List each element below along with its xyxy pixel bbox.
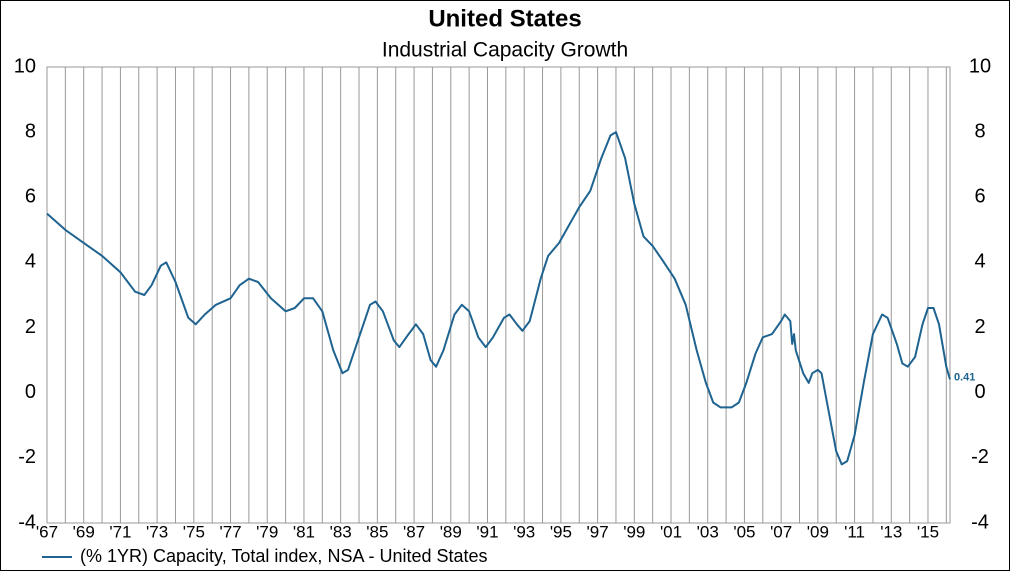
y-tick-label: 6 <box>25 186 36 208</box>
x-tick-label: '09 <box>807 522 829 541</box>
x-tick-label: '93 <box>513 522 535 541</box>
x-tick-label: '87 <box>403 522 425 541</box>
x-tick-label: '95 <box>550 522 572 541</box>
x-tick-label: '89 <box>440 522 462 541</box>
x-tick-label: '67 <box>36 522 58 541</box>
x-tick-label: '91 <box>476 522 498 541</box>
x-tick-label: '15 <box>917 522 939 541</box>
x-tick-label: '07 <box>770 522 792 541</box>
x-tick-label: '79 <box>256 522 278 541</box>
y-tick-label: 2 <box>25 316 36 338</box>
y-tick-label: 10 <box>14 55 36 77</box>
x-tick-label: '73 <box>146 522 168 541</box>
line-series <box>46 131 951 466</box>
plot-border <box>46 66 951 524</box>
x-tick-label: '85 <box>366 522 388 541</box>
x-tick-label: '97 <box>587 522 609 541</box>
y-tick-label: 4 <box>25 251 36 273</box>
chart-title: United States <box>428 5 581 32</box>
y-tick-label: -2 <box>18 446 36 468</box>
x-tick-label: '01 <box>660 522 682 541</box>
x-tick-label: '75 <box>183 522 205 541</box>
y2-tick-label: 0 <box>974 381 985 403</box>
x-tick-label: '99 <box>623 522 645 541</box>
y2-tick-label: -2 <box>971 446 989 468</box>
y2-tick-label: 2 <box>974 316 985 338</box>
y2-tick-label: 10 <box>969 55 991 77</box>
y-tick-label: 8 <box>25 120 36 142</box>
x-tick-label: '81 <box>293 522 315 541</box>
y2-tick-label: 8 <box>974 120 985 142</box>
chart-subtitle: Industrial Capacity Growth <box>382 39 628 62</box>
x-tick-label: '03 <box>697 522 719 541</box>
y2-tick-label: 4 <box>974 251 985 273</box>
x-tick-label: '05 <box>733 522 755 541</box>
data-label: 0.41 <box>954 371 975 383</box>
y2-tick-label: 6 <box>974 186 985 208</box>
x-tick-label: '77 <box>219 522 241 541</box>
y-tick-label: 0 <box>25 381 36 403</box>
x-tick-label: '13 <box>880 522 902 541</box>
x-tick-label: '69 <box>73 522 95 541</box>
x-tick-label: '83 <box>330 522 352 541</box>
x-tick-label: '71 <box>109 522 131 541</box>
y2-tick-label: -4 <box>971 511 989 533</box>
legend-label: (% 1YR) Capacity, Total index, NSA - Uni… <box>80 546 488 566</box>
y-tick-label: -4 <box>18 511 36 533</box>
x-tick-label: '11 <box>844 522 865 541</box>
